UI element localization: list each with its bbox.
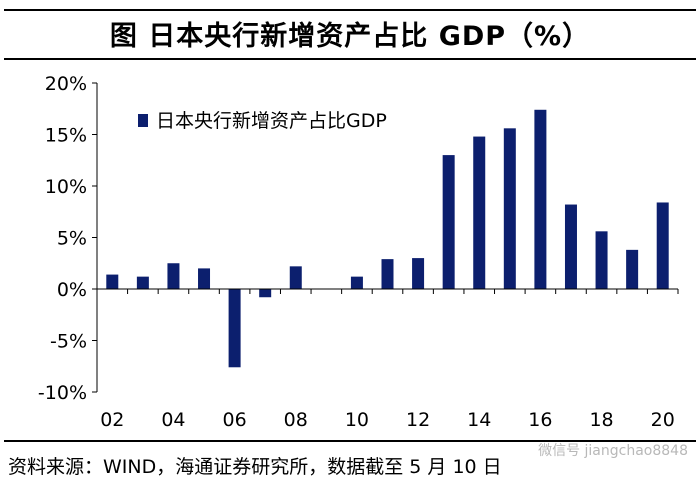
bar-14 (473, 136, 486, 289)
bar-18 (595, 231, 608, 289)
bar-02 (106, 274, 119, 289)
x-tick-label: 06 (223, 409, 247, 431)
bar-19 (626, 249, 639, 289)
bar-17 (564, 204, 577, 289)
x-tick-label: 10 (345, 409, 369, 431)
bar-03 (136, 276, 149, 289)
bar-08 (289, 266, 302, 289)
y-tick-label: 10% (45, 176, 87, 198)
x-tick-label: 18 (589, 409, 613, 431)
y-tick-label: 5% (57, 228, 87, 250)
bar-12 (412, 258, 425, 289)
bar-10 (350, 276, 363, 289)
x-tick-label: 20 (651, 409, 675, 431)
source-note: 资料来源：WIND，海通证券研究所，数据截至 5 月 10 日 (8, 456, 502, 478)
x-tick-label: 08 (284, 409, 308, 431)
x-tick-label: 02 (100, 409, 124, 431)
chart-title: 图 日本央行新增资产占比 GDP（%） (109, 21, 591, 52)
x-tick-label: 14 (467, 409, 491, 431)
bar-16 (534, 109, 547, 289)
bar-13 (442, 155, 455, 289)
bar-07 (259, 289, 272, 298)
bar-05 (198, 268, 211, 289)
y-tick-label: -10% (38, 382, 87, 404)
y-tick-label: 15% (45, 125, 87, 147)
x-tick-label: 16 (528, 409, 552, 431)
bar-06 (228, 289, 241, 368)
bottom-rule (4, 440, 696, 442)
bar-15 (503, 128, 516, 289)
bar-04 (167, 263, 180, 289)
y-tick-label: 0% (57, 279, 87, 301)
y-tick-label: -5% (50, 331, 87, 353)
top-rule (4, 9, 696, 11)
y-tick-label: 20% (45, 73, 87, 95)
bar-20 (656, 202, 669, 289)
legend-label: 日本央行新增资产占比GDP (156, 110, 387, 132)
x-tick-label: 04 (161, 409, 185, 431)
x-tick-label: 12 (406, 409, 430, 431)
title-rule (4, 58, 696, 60)
legend-swatch (138, 114, 148, 127)
watermark: 微信号 jiangchao8848 (538, 443, 688, 459)
bar-11 (381, 259, 394, 289)
